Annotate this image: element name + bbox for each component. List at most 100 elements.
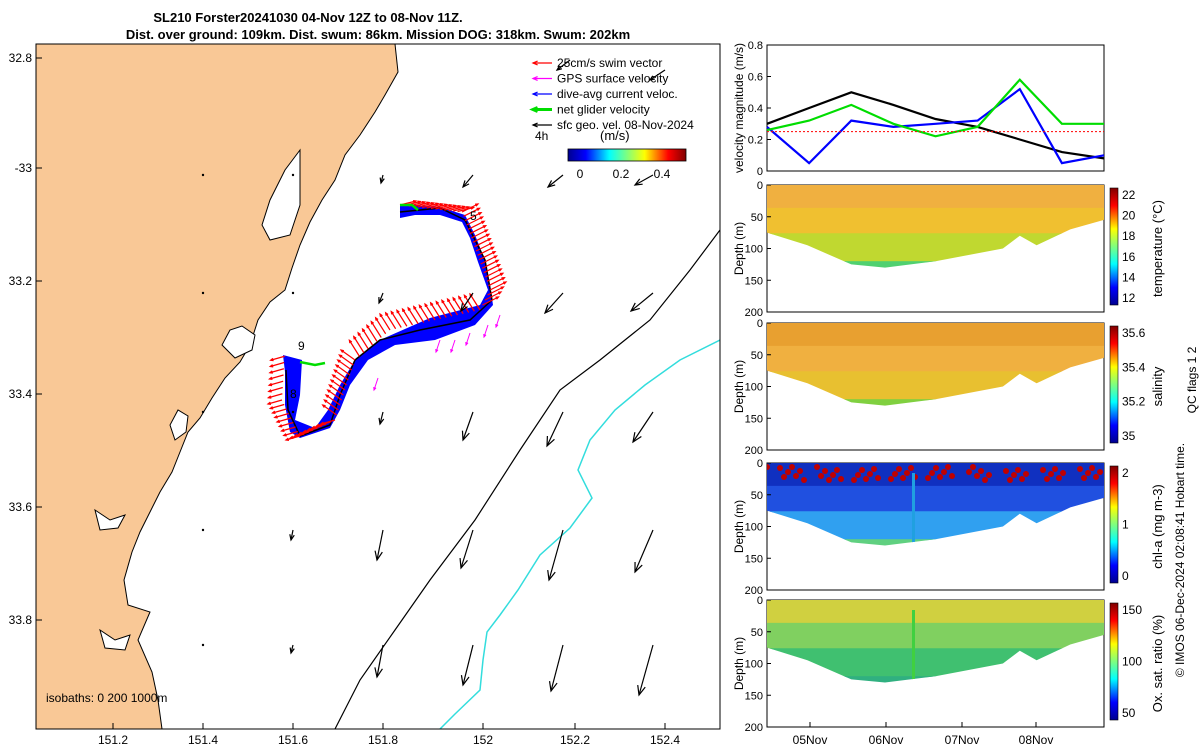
swim-vector [429, 301, 442, 320]
swim-vector [328, 384, 344, 396]
qc-flags-note: QC flags 1 2 [1185, 346, 1199, 413]
swim-vector [370, 320, 382, 338]
swim-vector [401, 307, 414, 326]
legend-label: sfc geo. vel. 08-Nov-2024 [557, 118, 694, 132]
section-panel: 0 50 100 150 200 Depth (m) 2 1 0 chl-a (mg m-3) [732, 458, 1165, 597]
swim-vector [321, 404, 338, 416]
map-y-tick-label: 33.8 [9, 613, 33, 627]
map-colorbar [567, 148, 687, 162]
swim-vector [333, 369, 349, 381]
legend-arrow [531, 60, 552, 66]
depth-tick: 150 [745, 413, 763, 425]
swim-vector [486, 272, 505, 282]
colorbar-tick: 35.6 [1122, 326, 1146, 340]
coastal-bay [99, 628, 131, 651]
colorbar-tick: 22 [1122, 188, 1136, 202]
section-colorbar [1109, 187, 1119, 306]
velocity-plot-frame [766, 44, 1105, 172]
velocity-series-line [766, 91, 1105, 160]
swim-vector [284, 435, 301, 441]
geo-arrow [555, 59, 571, 71]
gps-vector [483, 324, 489, 339]
swim-vector [323, 399, 339, 411]
swim-vector [452, 205, 471, 212]
geo-arrow [637, 644, 654, 697]
section-colorbar [1109, 602, 1119, 721]
swim-vector [469, 224, 488, 235]
colorbar-unit: (m/s) [600, 128, 630, 143]
swim-vector [339, 349, 356, 361]
map-x-tick-label: 151.8 [368, 733, 398, 747]
map-y-tick-label: 33.6 [9, 500, 33, 514]
map-colorbar-tick: 0.4 [654, 167, 671, 181]
map-x-tick-label: 151.2 [98, 733, 128, 747]
depth-ylabel: Depth (m) [732, 500, 746, 553]
map-y-tick-label: 33.2 [9, 274, 33, 288]
swim-vector [275, 417, 292, 423]
colorbar-tick: 0 [1122, 569, 1129, 583]
net-glider-velocity-segment-2 [299, 360, 326, 367]
geo-arrow [378, 411, 385, 426]
swim-vector [488, 276, 506, 287]
map-colorbar-tick: 0.2 [613, 167, 630, 181]
swim-vector [266, 399, 283, 405]
map-x-tick-label: 151.4 [188, 733, 218, 747]
swim-vectors [266, 199, 508, 441]
geo-arrow [374, 644, 384, 679]
depth-tick: 0 [757, 595, 763, 607]
section-colorbar [1109, 325, 1119, 444]
velocity-panel: 0 0.2 0.4 0.6 0.8 velocity magnitude (m/s) [732, 40, 1105, 178]
swim-vector [384, 311, 397, 330]
geo-arrow [460, 644, 474, 687]
swim-vector [282, 430, 298, 437]
swim-vector [418, 303, 430, 322]
depth-tick: 150 [745, 553, 763, 565]
swim-vector [417, 201, 436, 208]
depth-tick: 50 [751, 627, 763, 639]
legend-label: net glider velocity [557, 103, 650, 117]
map-legend: 25cm/s swim vector GPS surface velocitydi… [529, 56, 694, 132]
swim-vector [430, 203, 449, 210]
time-tick-label: 05Nov [793, 733, 828, 747]
section-colorbar [1109, 465, 1119, 584]
velocity-ylabel: velocity magnitude (m/s) [732, 43, 746, 173]
swim-vector [457, 295, 470, 313]
swim-vector [273, 412, 289, 419]
map-colorbar-ticks: 0 0.2 0.4 [577, 167, 671, 181]
velocity-series-line [766, 87, 1105, 165]
legend-arrow [531, 122, 552, 128]
time-tick-label: 06Nov [869, 733, 904, 747]
swim-vector [352, 335, 365, 353]
depth-tick: 200 [745, 722, 763, 734]
swim-vector [396, 308, 408, 327]
coastal-lake-3 [169, 409, 189, 441]
chart-title-line2: Dist. over ground: 109km. Dist. swum: 86… [126, 27, 630, 42]
swim-vector [478, 250, 497, 261]
gps-vector [373, 377, 379, 392]
swim-vector [374, 316, 387, 335]
swim-vector [485, 268, 503, 278]
swim-vector [412, 305, 425, 323]
depth-tick: 0 [757, 180, 763, 192]
swim-vector [268, 368, 285, 374]
colorbar-tick: 1 [1122, 518, 1129, 532]
dive-avg-current-track [283, 205, 493, 438]
map-y-tick-label: 33.4 [9, 387, 33, 401]
colorbar-tick: 150 [1122, 603, 1142, 617]
depth-tick: 0 [757, 318, 763, 330]
colorbar-tick: 35 [1122, 429, 1136, 443]
depth-tick: 200 [745, 445, 763, 457]
swim-vector [482, 296, 500, 306]
colorbar-label: salinity [1150, 366, 1165, 406]
credit-note: © IMOS 06-Dec-2024 02:08:41 Hobart time. [1173, 443, 1187, 677]
swim-vector [338, 354, 354, 366]
geo-arrow [632, 411, 654, 444]
map-panel: 5 9 8 25cm/s swim vector GPS surface velo… [9, 43, 721, 747]
swim-vector [435, 203, 453, 210]
map-colorbar-tick: 0 [577, 167, 584, 181]
depth-ylabel: Depth (m) [732, 222, 746, 275]
swim-vector [439, 204, 458, 211]
swim-vector [366, 323, 378, 342]
swim-vector [446, 297, 459, 316]
